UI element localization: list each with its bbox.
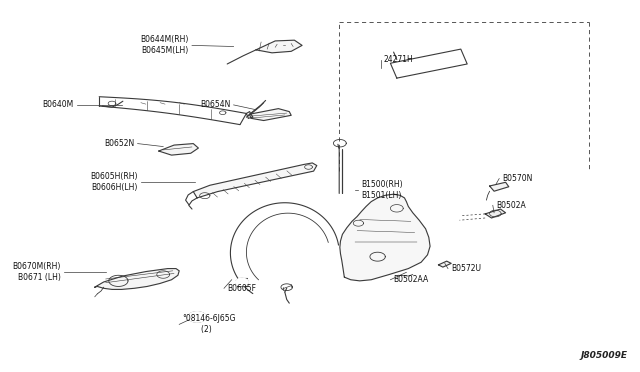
- Text: 24271H: 24271H: [384, 55, 413, 64]
- Polygon shape: [250, 109, 291, 121]
- Text: B0652N: B0652N: [104, 139, 134, 148]
- Polygon shape: [340, 194, 430, 281]
- Text: B0644M(RH)
B0645M(LH): B0644M(RH) B0645M(LH): [140, 35, 189, 55]
- Text: B0502AA: B0502AA: [394, 275, 429, 284]
- Polygon shape: [95, 269, 179, 289]
- Text: B0570N: B0570N: [502, 174, 532, 183]
- Polygon shape: [236, 278, 248, 286]
- Text: B0605H(RH)
B0606H(LH): B0605H(RH) B0606H(LH): [90, 172, 138, 192]
- Polygon shape: [438, 261, 451, 267]
- Polygon shape: [256, 40, 302, 53]
- Text: B0572U: B0572U: [451, 264, 481, 273]
- Polygon shape: [159, 144, 198, 155]
- Text: B0654N: B0654N: [200, 100, 230, 109]
- Text: J805009E: J805009E: [580, 351, 627, 360]
- Text: B1500(RH)
B1501(LH): B1500(RH) B1501(LH): [362, 180, 403, 200]
- Text: B0502A: B0502A: [496, 201, 525, 210]
- Text: B0605F: B0605F: [227, 284, 256, 293]
- Text: B0670M(RH)
B0671 (LH): B0670M(RH) B0671 (LH): [12, 262, 61, 282]
- Polygon shape: [490, 182, 509, 191]
- Text: B0640M: B0640M: [42, 100, 74, 109]
- Polygon shape: [188, 312, 206, 322]
- Text: °08146-6J65G
        (2): °08146-6J65G (2): [182, 314, 236, 334]
- Polygon shape: [193, 163, 317, 198]
- Polygon shape: [485, 209, 506, 218]
